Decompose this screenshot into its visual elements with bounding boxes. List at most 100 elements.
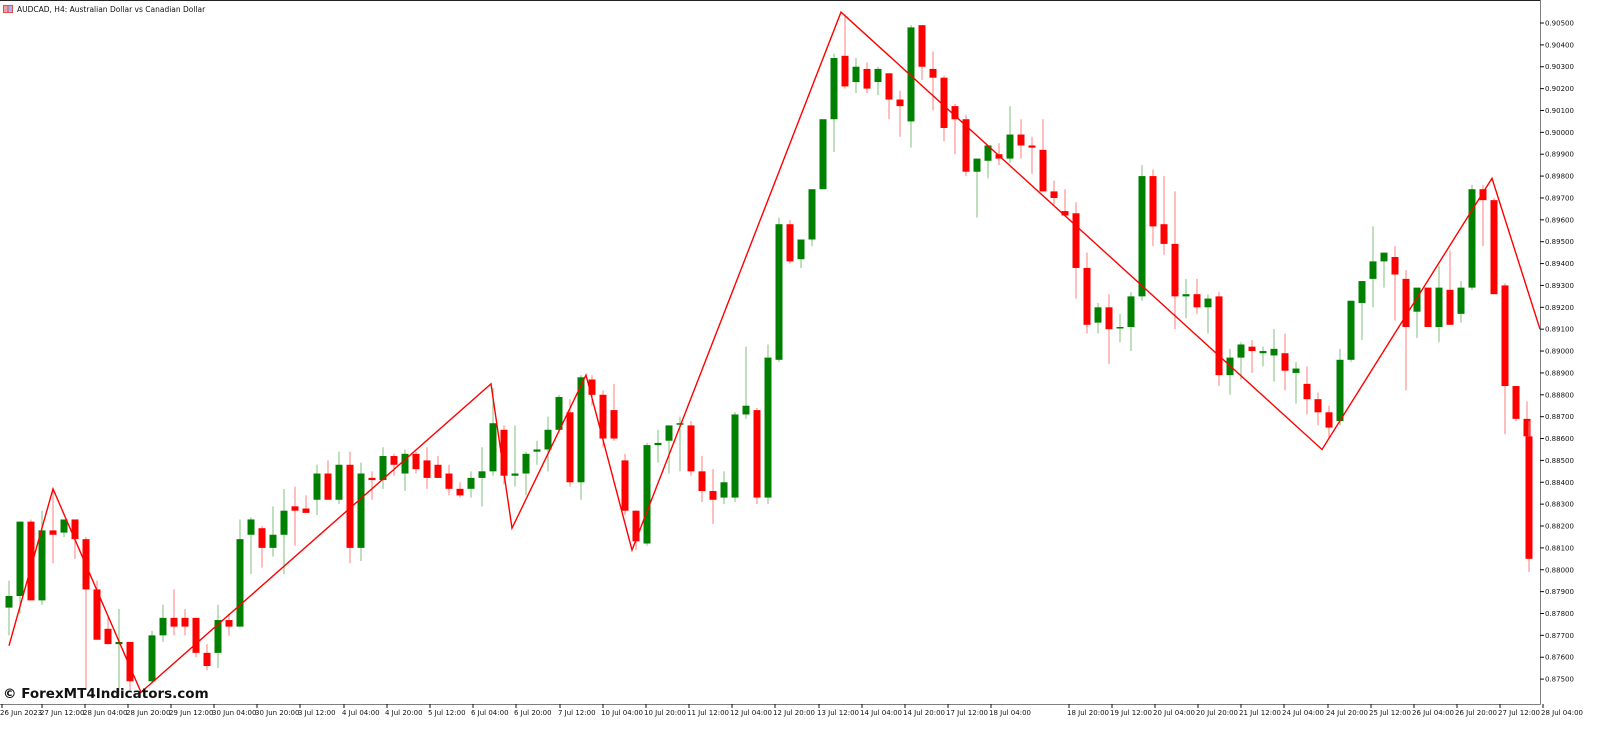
bearish-candle — [368, 471, 376, 500]
bullish-candle — [1226, 348, 1234, 395]
bullish-candle — [1347, 300, 1355, 362]
bearish-candle — [258, 526, 266, 568]
bullish-candle — [357, 462, 365, 562]
bullish-candle — [401, 449, 409, 492]
bearish-candle — [753, 407, 761, 505]
time-tick-label: 14 Jul 20:00 — [903, 709, 945, 717]
bullish-candle — [148, 630, 156, 684]
bullish-candle — [577, 375, 585, 500]
chart-window-icon — [3, 5, 13, 13]
bearish-candle — [1391, 246, 1399, 321]
price-tick-label: 0.88200 — [1545, 523, 1574, 531]
bullish-candle — [60, 519, 68, 537]
bearish-candle — [324, 460, 332, 500]
bullish-candle — [852, 57, 860, 93]
bullish-candle — [159, 604, 167, 642]
bearish-candle — [1402, 270, 1410, 391]
bearish-candle — [203, 644, 211, 671]
bearish-candle — [1479, 184, 1487, 247]
bearish-candle — [27, 519, 35, 601]
bullish-candle — [5, 580, 13, 636]
bearish-candle — [423, 447, 431, 489]
time-tick-label: 28 Jul 04:00 — [1541, 709, 1583, 717]
bullish-candle — [830, 53, 838, 153]
bullish-candle — [280, 488, 288, 575]
bearish-candle — [885, 73, 893, 120]
bearish-candle — [302, 495, 310, 513]
time-tick-label: 18 Jul 20:00 — [1067, 709, 1109, 717]
price-tick-label: 0.89300 — [1545, 282, 1574, 290]
bullish-candle — [335, 451, 343, 505]
time-tick-label: 10 Jul 04:00 — [601, 709, 643, 717]
bullish-candle — [731, 412, 739, 502]
bullish-candle — [775, 217, 783, 362]
bullish-candle — [1358, 281, 1366, 341]
bullish-candle — [797, 239, 805, 268]
bullish-candle — [764, 344, 772, 505]
time-tick-label: 21 Jul 12:00 — [1239, 709, 1281, 717]
bullish-candle — [489, 388, 497, 476]
bearish-candle — [1149, 169, 1157, 247]
price-tick-label: 0.89600 — [1545, 216, 1574, 224]
bullish-candle — [544, 416, 552, 472]
bearish-candle — [566, 399, 574, 487]
bearish-candle — [1424, 287, 1432, 327]
bearish-candle — [1281, 333, 1289, 391]
price-tick-label: 0.87500 — [1545, 676, 1574, 684]
time-tick-label: 27 Jun 12:00 — [40, 709, 84, 717]
time-tick-label: 28 Jun 04:00 — [83, 709, 127, 717]
bearish-candle — [434, 456, 442, 478]
bullish-candle — [1138, 165, 1146, 301]
bullish-candle — [1270, 329, 1278, 382]
bearish-candle — [1215, 292, 1223, 387]
bearish-candle — [192, 617, 200, 658]
bullish-candle — [665, 425, 673, 474]
bullish-candle — [379, 447, 387, 489]
bearish-candle — [1050, 180, 1058, 205]
watermark: © ForexMT4Indicators.com — [3, 686, 209, 702]
bearish-candle — [104, 615, 112, 645]
time-tick-label: 26 Jul 04:00 — [1412, 709, 1454, 717]
time-tick-label: 14 Jul 04:00 — [860, 709, 902, 717]
bearish-candle — [170, 589, 178, 636]
price-tick-label: 0.88600 — [1545, 435, 1574, 443]
price-tick-label: 0.88900 — [1545, 369, 1574, 377]
time-tick-label: 13 Jul 12:00 — [817, 709, 859, 717]
price-axis[interactable]: 0.90500 0.90400 0.90300 0.90200 0.90100 0.900… — [1540, 0, 1600, 729]
bearish-candle — [291, 486, 299, 546]
bearish-candle — [1039, 119, 1047, 192]
bullish-candle — [115, 609, 123, 697]
bearish-candle — [841, 14, 849, 89]
bullish-candle — [819, 119, 827, 190]
time-tick-label: 6 Jul 20:00 — [514, 709, 552, 717]
bearish-candle — [390, 453, 398, 476]
bearish-candle — [1525, 421, 1533, 572]
bullish-candle — [511, 425, 519, 487]
bullish-candle — [1292, 361, 1300, 404]
price-tick-label: 0.89700 — [1545, 194, 1574, 202]
bullish-candle — [1182, 278, 1190, 319]
bearish-candle — [940, 75, 948, 142]
bearish-candle — [786, 219, 794, 264]
bullish-candle — [1116, 313, 1124, 343]
bearish-candle — [918, 25, 926, 80]
time-tick-label: 12 Jul 04:00 — [730, 709, 772, 717]
price-tick-label: 0.89200 — [1545, 304, 1574, 312]
time-tick-label: 30 Jun 20:00 — [255, 709, 299, 717]
bullish-candle — [1457, 281, 1465, 323]
chart-title-bar: AUDCAD, H4: Australian Dollar vs Canadia… — [3, 2, 205, 16]
bullish-candle — [1468, 184, 1476, 290]
time-tick-label: 29 Jun 12:00 — [169, 709, 213, 717]
price-tick-label: 0.90300 — [1545, 63, 1574, 71]
bearish-candle — [1248, 340, 1256, 373]
bearish-candle — [1028, 136, 1036, 174]
price-tick-label: 0.89400 — [1545, 260, 1574, 268]
bullish-candle — [1369, 226, 1377, 308]
bullish-candle — [313, 464, 321, 516]
bullish-candle — [1380, 252, 1388, 288]
time-tick-label: 17 Jul 12:00 — [946, 709, 988, 717]
bullish-candle — [478, 447, 486, 507]
bullish-candle — [467, 471, 475, 498]
